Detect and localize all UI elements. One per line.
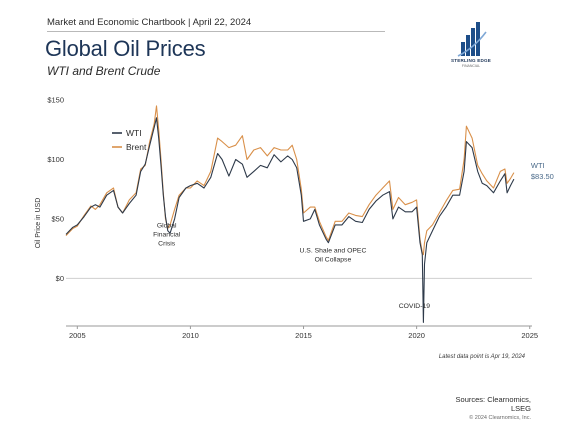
annotation-line: Oil Collapse: [315, 256, 352, 263]
end-label-series: WTI: [531, 161, 545, 170]
annotation-line: Global: [157, 222, 177, 229]
x-tick-label: 2025: [521, 331, 538, 340]
end-label-value: $83.50: [531, 172, 554, 181]
company-logo-icon: [457, 22, 487, 57]
x-tick-label: 2020: [408, 331, 425, 340]
latest-data-footnote: Latest data point is Apr 19, 2024: [438, 354, 525, 360]
annotation-line: Financial: [153, 231, 181, 238]
annotation-line: Crisis: [158, 240, 176, 247]
y-tick-label: $150: [47, 96, 64, 105]
y-tick-label: $100: [47, 155, 64, 164]
chart-annotation: Global Financial Crisis: [153, 222, 181, 247]
sources-line-2: LSEG: [510, 404, 531, 413]
sources-line-1: Sources: Clearnomics,: [455, 395, 531, 404]
company-logo-tagline: FINANCIAL: [461, 64, 481, 68]
series-line-wti: [65, 117, 515, 323]
y-tick-label: $0: [56, 274, 64, 283]
y-tick-label: $50: [51, 214, 64, 223]
annotation-line: U.S. Shale and OPEC: [299, 247, 366, 254]
x-tick-label: 2010: [182, 331, 199, 340]
y-axis-title: Oil Price in USD: [35, 198, 42, 249]
chart-annotation: COVID-19: [399, 303, 431, 310]
company-logo-name: STERLING EDGE: [450, 58, 492, 63]
annotation-line: COVID-19: [399, 303, 431, 310]
copyright-note: © 2024 Clearnomics, Inc.: [469, 415, 531, 421]
x-tick-label: 2005: [69, 331, 86, 340]
legend-label-wti: WTI: [126, 128, 142, 138]
chartbook-header: Market and Economic Chartbook | April 22…: [47, 17, 252, 28]
chart-annotation: U.S. Shale and OPEC Oil Collapse: [299, 247, 366, 263]
chart-subtitle: WTI and Brent Crude: [47, 64, 161, 78]
x-tick-label: 2015: [295, 331, 312, 340]
header-divider: [47, 31, 385, 32]
chart-title: Global Oil Prices: [45, 36, 206, 61]
legend-label-brent: Brent: [126, 142, 147, 152]
sources-note: Sources: Clearnomics, LSEG: [430, 395, 531, 413]
